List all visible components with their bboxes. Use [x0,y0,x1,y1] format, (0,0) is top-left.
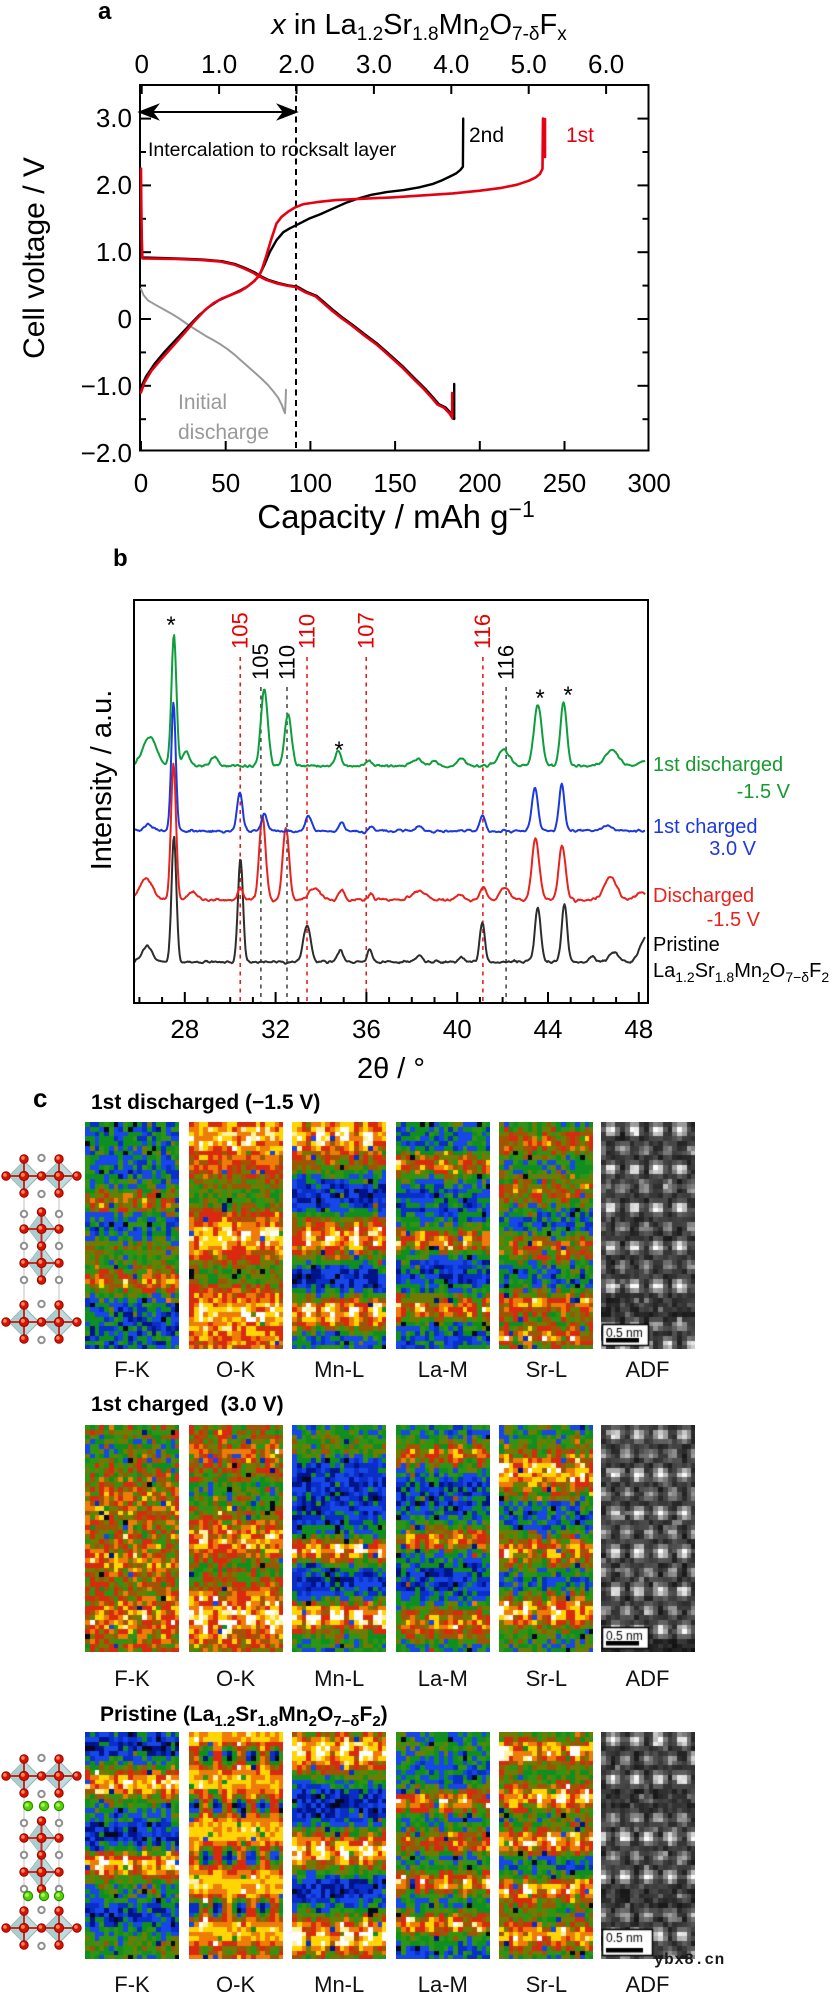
svg-text:300: 300 [628,468,671,498]
svg-text:x in La1.2Sr1.8Mn2O7-δFx: x in La1.2Sr1.8Mn2O7-δFx [269,9,567,45]
svg-text:1st charged: 1st charged [653,816,758,838]
svg-text:48: 48 [624,1014,653,1044]
svg-text:36: 36 [352,1014,381,1044]
svg-text:2.0: 2.0 [96,170,132,200]
svg-text:b: b [113,545,128,572]
svg-text:50: 50 [211,468,240,498]
svg-text:Intensity / a.u.: Intensity / a.u. [86,690,118,871]
svg-text:105: 105 [228,612,253,649]
svg-text:Intercalation to rocksalt laye: Intercalation to rocksalt layer [148,139,397,161]
svg-text:Initial: Initial [178,391,227,414]
svg-text:44: 44 [534,1014,563,1044]
svg-text:1.0: 1.0 [201,49,237,79]
svg-text:*: * [563,682,572,709]
svg-text:32: 32 [261,1014,290,1044]
svg-text:3.0: 3.0 [96,103,132,133]
svg-text:40: 40 [443,1014,472,1044]
svg-text:*: * [535,685,544,712]
svg-text:1st: 1st [566,124,594,147]
svg-text:200: 200 [458,468,501,498]
svg-text:a: a [98,0,112,25]
svg-text:Discharged: Discharged [653,885,754,907]
svg-text:250: 250 [543,468,586,498]
svg-text:-1.5 V: -1.5 V [707,909,761,931]
svg-text:Pristine: Pristine [653,934,720,956]
svg-text:discharge: discharge [178,421,269,444]
svg-text:110: 110 [294,614,319,649]
svg-text:−1.0: −1.0 [81,371,132,401]
svg-text:*: * [166,612,175,639]
svg-text:1st discharged: 1st discharged [653,754,783,776]
svg-text:6.0: 6.0 [588,49,624,79]
svg-text:105: 105 [248,643,273,680]
svg-text:0: 0 [118,304,132,334]
svg-text:2θ / °: 2θ / ° [357,1053,425,1085]
svg-text:Cell voltage / V: Cell voltage / V [18,157,51,359]
svg-text:116: 116 [470,614,495,649]
svg-text:150: 150 [373,468,416,498]
svg-text:107: 107 [354,612,379,649]
svg-text:3.0 V: 3.0 V [709,838,756,860]
svg-text:La1.2Sr1.8Mn2O7−δF2: La1.2Sr1.8Mn2O7−δF2 [653,960,829,985]
svg-text:28: 28 [170,1014,199,1044]
svg-text:100: 100 [289,468,332,498]
svg-text:1.0: 1.0 [96,237,132,267]
svg-text:0: 0 [134,468,148,498]
svg-text:2nd: 2nd [469,124,504,147]
svg-text:3.0: 3.0 [356,49,392,79]
svg-text:-1.5 V: -1.5 V [737,781,791,803]
svg-text:2.0: 2.0 [278,49,314,79]
svg-text:−2.0: −2.0 [81,438,132,468]
svg-text:4.0: 4.0 [433,49,469,79]
svg-text:116: 116 [493,645,518,680]
svg-text:Capacity / mAh g−1: Capacity / mAh g−1 [257,496,535,535]
svg-text:110: 110 [274,645,299,680]
svg-text:0: 0 [134,49,148,79]
svg-text:5.0: 5.0 [511,49,547,79]
